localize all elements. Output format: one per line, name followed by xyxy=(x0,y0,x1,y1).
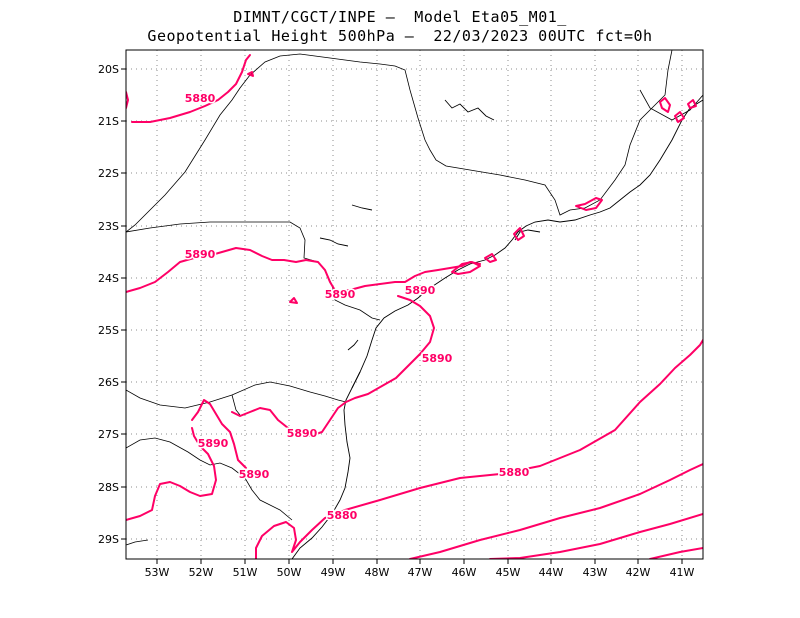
lon-label: 53W xyxy=(145,566,170,579)
axis-ticks xyxy=(121,68,683,564)
lat-label: 28S xyxy=(98,481,119,494)
lon-label: 50W xyxy=(277,566,302,579)
lat-label: 25S xyxy=(98,324,119,337)
contour-label: 5880 xyxy=(327,509,358,522)
graticule xyxy=(126,50,703,559)
contours xyxy=(126,54,703,559)
lat-label: 24S xyxy=(98,272,119,285)
contour-label: 5890 xyxy=(198,437,229,450)
plot-frame xyxy=(125,49,704,560)
contour-label: 5890 xyxy=(185,248,216,261)
contour-label: 5880 xyxy=(185,92,216,105)
lon-label: 47W xyxy=(408,566,433,579)
contour-label: 5890 xyxy=(405,284,436,297)
lat-label: 22S xyxy=(98,167,119,180)
chart-title-line-1: DIMNT/CGCT/INPE – Model Eta05_M01_ xyxy=(233,8,567,26)
coastline xyxy=(291,99,703,559)
lon-label: 43W xyxy=(583,566,608,579)
lat-label: 23S xyxy=(98,220,119,233)
contour-label: 5890 xyxy=(422,352,453,365)
lon-label: 41W xyxy=(670,566,695,579)
lon-label: 52W xyxy=(189,566,214,579)
lat-label: 21S xyxy=(98,115,119,128)
lon-label: 48W xyxy=(365,566,390,579)
lat-label: 26S xyxy=(98,376,119,389)
contour-label: 5890 xyxy=(287,427,318,440)
lon-label: 42W xyxy=(626,566,651,579)
lon-label: 45W xyxy=(496,566,521,579)
lat-label: 29S xyxy=(98,533,119,546)
contour-label: 5890 xyxy=(239,468,270,481)
lon-label: 51W xyxy=(233,566,258,579)
lon-label: 49W xyxy=(321,566,346,579)
lat-label: 20S xyxy=(98,63,119,76)
contour-label: 5890 xyxy=(325,288,356,301)
lat-label: 27S xyxy=(98,428,119,441)
lon-label: 46W xyxy=(452,566,477,579)
chart-title-line-2: Geopotential Height 500hPa – 22/03/2023 … xyxy=(147,27,653,45)
political-borders xyxy=(126,50,703,546)
lon-label: 44W xyxy=(539,566,564,579)
contour-label: 5880 xyxy=(499,466,530,479)
